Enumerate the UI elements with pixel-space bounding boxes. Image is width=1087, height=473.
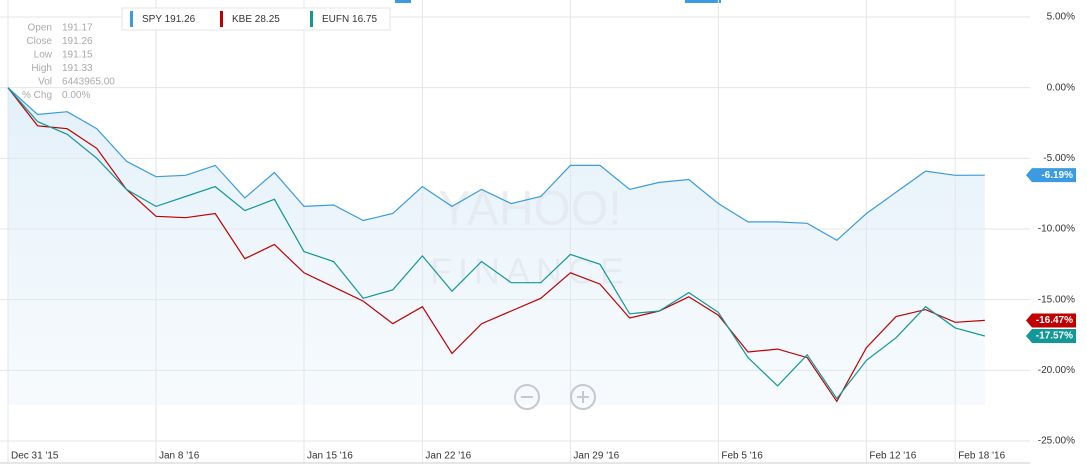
end-tag: -16.47% [1026,313,1076,328]
readout-label: Open [28,23,52,34]
readout-label: % Chg [22,90,52,101]
readout-value: 191.33 [62,63,93,74]
end-tag-label: -16.47% [1036,315,1073,326]
background-area [8,87,985,406]
legend-label: EUFN 16.75 [322,14,377,25]
zoom-circle [514,384,540,410]
end-tag-box [1026,168,1076,183]
legend-swatch [220,11,223,27]
x-tick-label: Jan 8 '16 [159,451,200,462]
y-tick-label: -15.00% [1038,294,1075,305]
readout-label: Vol [38,77,52,88]
legend-swatch [310,11,313,27]
end-tag-label: -17.57% [1036,331,1073,342]
y-tick-label: -10.00% [1038,224,1075,235]
readout-value: 191.26 [62,36,93,47]
x-tick-label: Jan 22 '16 [425,451,471,462]
x-tick-label: Feb 5 '16 [721,451,763,462]
readout-label: Close [26,36,52,47]
legend-quote: 28.25 [255,14,280,25]
x-tick-label: Feb 18 '16 [958,451,1005,462]
x-tick-label: Dec 31 '15 [11,451,59,462]
zoom-out[interactable] [514,384,540,410]
legend-label: SPY 191.26 [142,14,196,25]
legend-name: EUFN [322,14,349,25]
series-line [7,87,985,242]
tab [395,0,411,3]
legend-quote: 16.75 [352,14,377,25]
readout-value: 6443965.00 [62,77,115,88]
end-tag: -17.57% [1026,328,1076,343]
x-tick-label: Jan 29 '16 [573,451,619,462]
readout-label: Low [34,50,53,61]
series-line [7,87,985,403]
y-tick-label: 0.00% [1047,82,1075,93]
readout-label: High [31,63,52,74]
legend-box [121,7,391,31]
legend-label: KBE 28.25 [232,14,280,25]
end-tag-box [1026,328,1076,343]
y-tick-label: -5.00% [1043,153,1075,164]
y-tick-label: -20.00% [1038,365,1075,376]
watermark: FINANCE [430,251,630,292]
zoom-circle [570,384,596,410]
readout-value: 191.17 [62,23,93,34]
legend-quote: 191.26 [165,14,196,25]
zoom-in[interactable] [570,384,596,410]
legend-swatch [130,11,133,27]
x-tick-label: Feb 12 '16 [869,451,916,462]
y-tick-label: 5.00% [1047,12,1075,23]
readout-value: 0.00% [62,90,90,101]
series-line [7,87,985,400]
readout-value: 191.15 [62,50,93,61]
watermark: YAHOO! [438,183,621,236]
tab [685,0,721,3]
legend-name: SPY [142,14,162,25]
end-tag: -6.19% [1026,168,1076,183]
end-tag-label: -6.19% [1041,170,1073,181]
y-tick-label: -25.00% [1038,436,1075,447]
end-tag-box [1026,313,1076,328]
x-tick-label: Jan 15 '16 [307,451,353,462]
legend-name: KBE [232,14,252,25]
